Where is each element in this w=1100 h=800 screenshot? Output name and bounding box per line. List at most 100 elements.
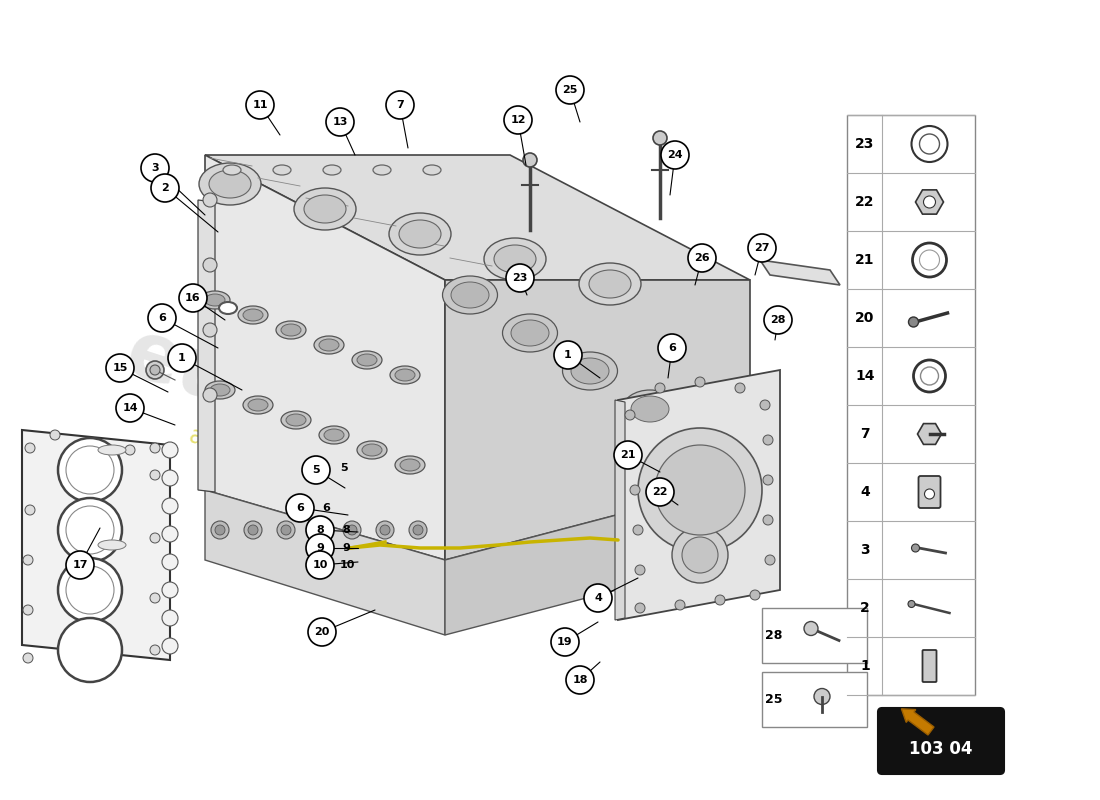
- Circle shape: [635, 603, 645, 613]
- Circle shape: [584, 584, 612, 612]
- Ellipse shape: [631, 396, 669, 422]
- Circle shape: [522, 153, 537, 167]
- Ellipse shape: [588, 270, 631, 298]
- Text: 8: 8: [342, 525, 350, 535]
- Circle shape: [630, 485, 640, 495]
- Circle shape: [913, 243, 946, 277]
- Circle shape: [148, 304, 176, 332]
- Circle shape: [909, 317, 918, 327]
- Circle shape: [921, 367, 938, 385]
- Circle shape: [326, 108, 354, 136]
- Ellipse shape: [209, 170, 251, 198]
- Circle shape: [125, 445, 135, 455]
- FancyBboxPatch shape: [762, 608, 867, 663]
- Ellipse shape: [280, 324, 301, 336]
- Ellipse shape: [352, 351, 382, 369]
- Circle shape: [638, 428, 762, 552]
- Circle shape: [735, 383, 745, 393]
- Ellipse shape: [579, 263, 641, 305]
- Ellipse shape: [324, 429, 344, 441]
- Polygon shape: [446, 280, 750, 560]
- Circle shape: [162, 554, 178, 570]
- FancyBboxPatch shape: [878, 708, 1004, 774]
- Polygon shape: [615, 400, 625, 620]
- Text: 24: 24: [668, 150, 683, 160]
- Circle shape: [654, 383, 666, 393]
- Ellipse shape: [562, 352, 617, 390]
- Circle shape: [343, 521, 361, 539]
- Circle shape: [379, 525, 390, 535]
- Text: 12: 12: [510, 115, 526, 125]
- Circle shape: [214, 525, 225, 535]
- Text: 26: 26: [694, 253, 710, 263]
- Ellipse shape: [395, 369, 415, 381]
- Circle shape: [630, 445, 640, 455]
- Text: 21: 21: [620, 450, 636, 460]
- Text: 28: 28: [770, 315, 785, 325]
- Circle shape: [179, 284, 207, 312]
- Text: 7: 7: [860, 427, 870, 441]
- Text: 1: 1: [564, 350, 572, 360]
- Text: 16: 16: [185, 293, 201, 303]
- Circle shape: [764, 555, 776, 565]
- Circle shape: [760, 400, 770, 410]
- Ellipse shape: [280, 411, 311, 429]
- Circle shape: [306, 551, 334, 579]
- Ellipse shape: [512, 320, 549, 346]
- Circle shape: [302, 456, 330, 484]
- Text: 10: 10: [340, 560, 355, 570]
- Circle shape: [310, 521, 328, 539]
- Text: 22: 22: [652, 487, 668, 497]
- Ellipse shape: [442, 276, 497, 314]
- Circle shape: [653, 131, 667, 145]
- Text: 4: 4: [860, 485, 870, 499]
- Ellipse shape: [494, 245, 536, 273]
- Circle shape: [308, 618, 336, 646]
- Text: 19: 19: [558, 637, 573, 647]
- Ellipse shape: [248, 399, 268, 411]
- Text: 6: 6: [322, 503, 330, 513]
- Circle shape: [66, 566, 114, 614]
- Ellipse shape: [205, 294, 225, 306]
- Ellipse shape: [451, 282, 490, 308]
- Text: 13: 13: [332, 117, 348, 127]
- Text: 14: 14: [122, 403, 138, 413]
- Circle shape: [146, 361, 164, 379]
- Circle shape: [763, 435, 773, 445]
- Ellipse shape: [400, 459, 420, 471]
- Circle shape: [162, 498, 178, 514]
- Polygon shape: [205, 490, 446, 635]
- Circle shape: [551, 628, 579, 656]
- Circle shape: [386, 91, 414, 119]
- Circle shape: [162, 582, 178, 598]
- Circle shape: [150, 533, 160, 543]
- Circle shape: [924, 196, 935, 208]
- Circle shape: [672, 527, 728, 583]
- Circle shape: [150, 365, 160, 375]
- Text: 2: 2: [161, 183, 169, 193]
- Text: 23: 23: [513, 273, 528, 283]
- Text: 5: 5: [340, 463, 348, 473]
- Ellipse shape: [390, 366, 420, 384]
- Circle shape: [23, 555, 33, 565]
- Ellipse shape: [358, 354, 377, 366]
- Circle shape: [920, 134, 939, 154]
- Circle shape: [675, 600, 685, 610]
- Circle shape: [654, 445, 745, 535]
- Circle shape: [204, 193, 217, 207]
- Circle shape: [625, 410, 635, 420]
- Text: 6: 6: [296, 503, 304, 513]
- Ellipse shape: [623, 390, 678, 428]
- Ellipse shape: [314, 336, 344, 354]
- Polygon shape: [205, 155, 750, 280]
- Ellipse shape: [276, 321, 306, 339]
- Circle shape: [913, 360, 946, 392]
- Text: 2: 2: [860, 601, 870, 615]
- Circle shape: [23, 653, 33, 663]
- Text: 103 04: 103 04: [910, 740, 972, 758]
- Circle shape: [162, 442, 178, 458]
- Circle shape: [314, 525, 324, 535]
- Polygon shape: [446, 480, 750, 635]
- Circle shape: [25, 505, 35, 515]
- Circle shape: [150, 470, 160, 480]
